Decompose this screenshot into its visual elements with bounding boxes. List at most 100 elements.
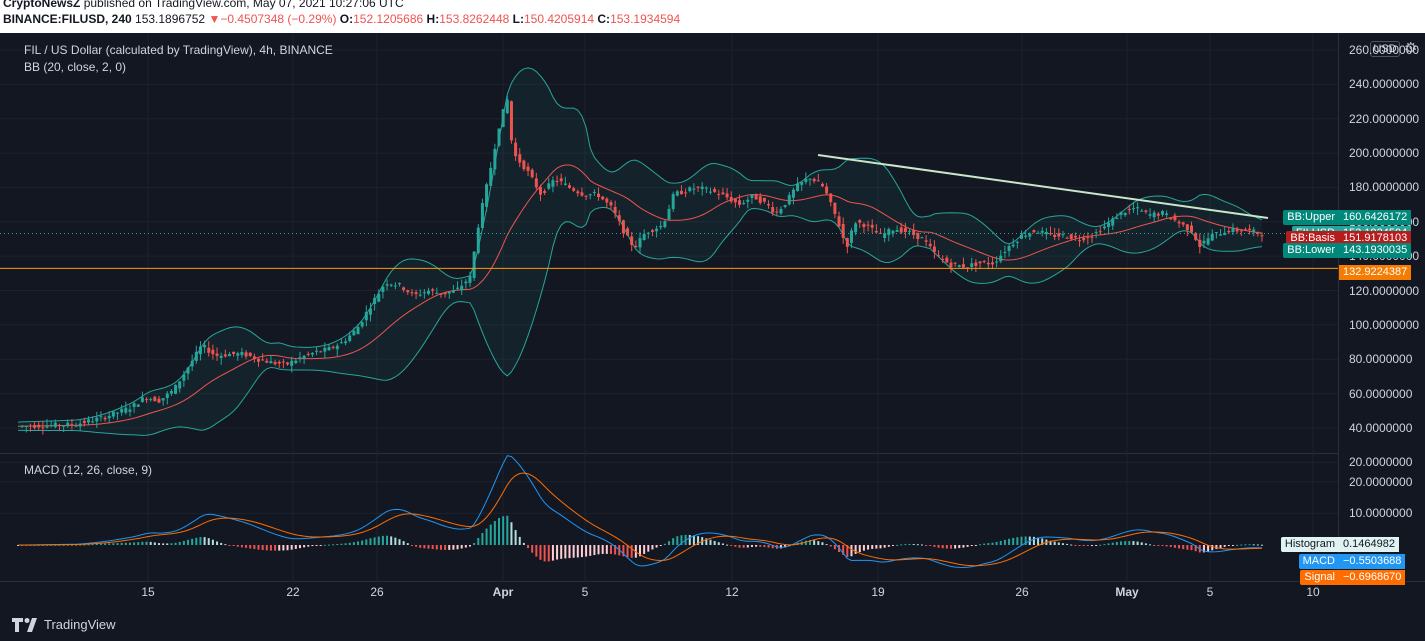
candle-body <box>385 284 389 286</box>
candle-body <box>451 290 455 293</box>
macd-histogram-bar <box>730 545 733 546</box>
macd-histogram-bar <box>294 545 297 549</box>
chart-title[interactable]: FIL / US Dollar (calculated by TradingVi… <box>24 43 333 57</box>
macd-histogram-bar <box>680 535 683 545</box>
candle-body <box>1094 232 1098 234</box>
candle-body <box>1069 234 1073 240</box>
candle-body <box>609 202 613 206</box>
candle-body <box>211 349 215 355</box>
macd-histogram-bar <box>858 545 861 553</box>
candle-body <box>659 225 663 228</box>
candle-body <box>103 417 107 420</box>
macd-axis-label: 10.0000000 <box>1349 506 1413 521</box>
chart-canvas[interactable] <box>0 33 1425 608</box>
macd-histogram-bar <box>216 541 219 545</box>
candle-body <box>626 228 630 236</box>
candle-body <box>617 215 621 221</box>
macd-histogram-bar <box>1041 538 1044 545</box>
macd-histogram-bar <box>717 542 720 545</box>
candle-body <box>1003 252 1007 254</box>
candle-body <box>671 194 675 210</box>
macd-histogram-bar <box>464 545 467 548</box>
macd-histogram-bar <box>357 541 360 545</box>
macd-histogram-bar <box>79 544 82 546</box>
macd-histogram-bar <box>174 542 177 545</box>
candle-body <box>849 230 853 243</box>
macd-histogram-bar <box>104 543 107 545</box>
time-axis-label: Apr <box>492 585 514 599</box>
macd-histogram-bar <box>871 545 874 549</box>
macd-histogram-bar <box>867 545 870 550</box>
macd-histogram-bar <box>406 543 409 545</box>
macd-histogram-bar <box>585 545 588 557</box>
macd-histogram-bar <box>659 545 662 546</box>
candle-body <box>887 229 891 236</box>
signal-line <box>17 472 1263 567</box>
price-axis-label: 80.0000000 <box>1349 352 1413 367</box>
macd-histogram-bar <box>120 542 123 545</box>
currency-button[interactable]: USD <box>1370 41 1400 57</box>
candle-body <box>1177 221 1181 224</box>
macd-tag: Signal −0.6968670 <box>1300 570 1406 585</box>
publisher-name[interactable]: CryptoNewsZ <box>3 0 81 10</box>
candle-body <box>733 198 737 203</box>
macd-histogram-bar <box>597 545 600 555</box>
price-tag-value: 160.6426172 <box>1343 211 1408 224</box>
ohlc-line: BINANCE:FILUSD, 240 153.1896752 ▼−0.4507… <box>3 12 680 26</box>
macd-histogram-bar <box>825 544 828 546</box>
candle-body <box>883 233 887 239</box>
macd-histogram-bar <box>431 545 434 550</box>
macd-histogram-bar <box>589 545 592 556</box>
candle-body <box>315 350 319 352</box>
chart-area[interactable]: FIL / US Dollar (calculated by TradingVi… <box>0 33 1425 608</box>
tradingview-brand[interactable]: TradingView <box>44 617 116 632</box>
bb-lower-line <box>17 206 1263 436</box>
candle-body <box>1061 234 1065 236</box>
time-axis-label: 19 <box>871 585 885 599</box>
macd-histogram-bar <box>639 545 641 557</box>
macd-histogram-bar <box>315 545 318 546</box>
macd-histogram-bar <box>821 542 824 545</box>
macd-histogram-bar <box>1153 545 1156 546</box>
tradingview-logo-icon[interactable] <box>12 618 40 632</box>
macd-legend[interactable]: MACD (12, 26, close, 9) <box>24 463 153 477</box>
candle-body <box>584 195 588 197</box>
candle-body <box>86 419 90 423</box>
macd-histogram-bar <box>128 542 131 545</box>
candle-body <box>37 424 41 428</box>
candle-body <box>335 345 339 350</box>
macd-histogram-bar <box>157 543 160 545</box>
macd-histogram-bar <box>386 535 389 545</box>
macd-histogram-bar <box>1144 543 1147 545</box>
candle-body <box>1044 231 1048 235</box>
macd-histogram-bar <box>1037 537 1040 545</box>
macd-histogram-bar <box>170 543 173 545</box>
macd-histogram-bar <box>1227 545 1230 546</box>
price-tag: BB:Lower 143.1930035 <box>1283 243 1412 259</box>
macd-histogram-bar <box>755 545 758 547</box>
macd-histogram-bar <box>543 545 546 562</box>
candle-body <box>1111 218 1115 226</box>
macd-histogram-bar <box>352 542 355 545</box>
macd-histogram-bar <box>95 543 98 545</box>
macd-histogram-bar <box>1032 536 1035 545</box>
candle-body <box>543 191 547 193</box>
bb-legend[interactable]: BB (20, close, 2, 0) <box>24 60 127 74</box>
macd-histogram-bar <box>945 545 948 549</box>
candle-body <box>920 237 924 239</box>
candle-body <box>816 180 820 182</box>
macd-histogram-bar <box>527 545 530 549</box>
macd-histogram-bar <box>912 543 915 545</box>
macd-histogram-bar <box>124 542 127 545</box>
candle-body <box>244 352 248 357</box>
candle-body <box>1053 234 1057 237</box>
candle-body <box>708 191 712 193</box>
candle-body <box>198 346 202 355</box>
candle-body <box>281 361 285 363</box>
candle-body <box>1065 237 1069 239</box>
macd-histogram-bar <box>771 545 774 549</box>
candle-body <box>53 422 57 427</box>
macd-histogram-bar <box>842 545 845 555</box>
candle-body <box>120 408 124 413</box>
gear-icon[interactable]: ⚙ <box>1404 40 1418 57</box>
